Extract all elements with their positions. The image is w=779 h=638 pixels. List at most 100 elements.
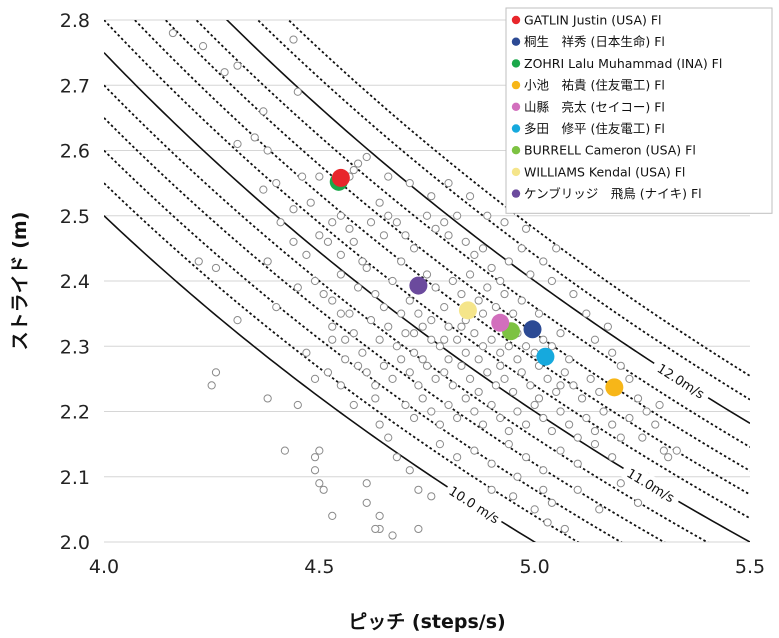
- background-point: [483, 283, 492, 292]
- y-tick-label: 2.3: [60, 336, 90, 358]
- background-point: [453, 413, 462, 423]
- background-point: [392, 342, 401, 351]
- background-point: [500, 374, 509, 383]
- legend-marker: [511, 80, 521, 90]
- iso-speed-solid-curve: [104, 215, 537, 542]
- background-point: [250, 133, 259, 142]
- background-point: [397, 355, 406, 364]
- background-point: [427, 407, 436, 416]
- background-point: [310, 453, 320, 462]
- background-point: [427, 492, 436, 501]
- background-point: [513, 407, 522, 416]
- speed-label-backing: [649, 355, 713, 405]
- background-point: [500, 289, 509, 299]
- background-point: [655, 400, 664, 410]
- legend-marker: [511, 189, 521, 198]
- background-point: [293, 87, 302, 96]
- background-point: [388, 531, 397, 540]
- background-point: [366, 316, 376, 325]
- background-point: [263, 394, 272, 403]
- background-point: [397, 257, 406, 266]
- legend-label: BURRELL Cameron (USA) Fl: [524, 143, 696, 158]
- y-tick-label: 2.2: [60, 402, 90, 424]
- background-point: [409, 348, 419, 357]
- background-point: [362, 498, 371, 507]
- background-point: [315, 446, 324, 455]
- background-point: [478, 244, 488, 253]
- background-point: [362, 479, 371, 488]
- background-point: [371, 381, 380, 390]
- background-point: [539, 466, 548, 475]
- background-point: [457, 289, 466, 299]
- background-point: [315, 231, 324, 240]
- background-point: [487, 263, 496, 273]
- background-point: [414, 381, 423, 390]
- background-point: [616, 479, 625, 488]
- background-point: [483, 368, 492, 377]
- background-point: [375, 198, 384, 207]
- background-point: [272, 303, 281, 312]
- background-point: [539, 335, 548, 344]
- background-point: [401, 231, 410, 240]
- background-point: [310, 466, 320, 475]
- background-point: [336, 250, 345, 259]
- background-point: [440, 335, 449, 344]
- background-point: [379, 361, 389, 370]
- background-point: [534, 394, 544, 403]
- background-point: [487, 485, 496, 494]
- background-point: [543, 518, 552, 527]
- legend-marker: [511, 146, 521, 155]
- background-point: [474, 387, 483, 397]
- background-point: [569, 381, 578, 390]
- background-point: [422, 270, 432, 279]
- athlete-point: [458, 301, 477, 320]
- background-point: [418, 394, 427, 403]
- background-point: [375, 511, 384, 521]
- background-point: [556, 329, 565, 338]
- background-point: [642, 407, 651, 416]
- background-point: [431, 283, 440, 292]
- background-point: [457, 361, 466, 370]
- background-point: [315, 172, 324, 181]
- background-point: [353, 283, 363, 292]
- background-point: [539, 257, 548, 266]
- background-point: [362, 263, 371, 273]
- background-point: [461, 237, 470, 246]
- background-point: [556, 381, 565, 390]
- background-point: [293, 283, 302, 292]
- background-point: [616, 361, 625, 370]
- athlete-points: [329, 168, 624, 397]
- background-point: [310, 276, 320, 286]
- background-point: [491, 381, 501, 390]
- background-point: [590, 440, 600, 449]
- background-point: [582, 413, 591, 423]
- athlete-point: [331, 168, 350, 187]
- background-point: [552, 387, 561, 397]
- background-point: [336, 270, 345, 279]
- background-point: [500, 218, 509, 227]
- background-point: [453, 453, 462, 462]
- legend-label: 桐生 祥秀 (日本生命) Fl: [524, 34, 665, 49]
- background-point: [328, 296, 337, 305]
- background-point: [470, 329, 479, 338]
- background-point: [302, 348, 311, 357]
- background-point: [651, 420, 660, 429]
- background-point: [323, 368, 333, 377]
- tick-labels: 2.0 2.1 2.2 2.3 2.4 2.5 2.6 2.7 2.8 4.0 4.5 5.0 5.5: [60, 10, 765, 578]
- background-point: [461, 394, 470, 403]
- background-point: [409, 329, 419, 338]
- background-point: [547, 426, 556, 436]
- background-point: [504, 426, 513, 436]
- background-point: [599, 407, 608, 416]
- background-point: [513, 355, 522, 364]
- background-point: [259, 185, 268, 194]
- background-point: [513, 472, 522, 481]
- background-point: [435, 440, 445, 449]
- background-point: [487, 335, 496, 344]
- background-point: [328, 322, 337, 331]
- background-point: [590, 335, 600, 344]
- athlete-point: [491, 313, 510, 332]
- y-tick-label: 2.6: [60, 141, 90, 163]
- background-point: [328, 218, 337, 227]
